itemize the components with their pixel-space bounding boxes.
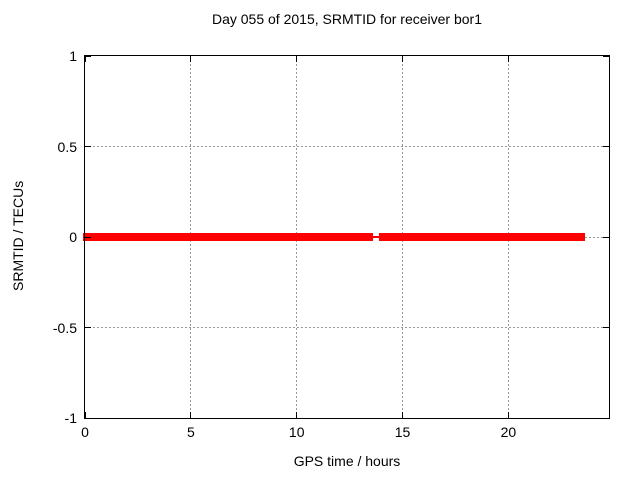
chart-title: Day 055 of 2015, SRMTID for receiver bor… [211, 11, 482, 27]
y-tick-label: -0.5 [52, 319, 77, 336]
x-tick-label: 10 [288, 424, 305, 440]
series-segment [82, 233, 373, 241]
y-tick-label: -1 [64, 410, 77, 426]
x-axis-label: GPS time / hours [293, 453, 401, 469]
y-tick-label: 0 [69, 229, 77, 245]
x-tick-label: 5 [186, 424, 195, 440]
y-tick-label: 0.5 [57, 138, 77, 155]
y-gridline [85, 146, 609, 147]
y-tick-label: 1 [69, 48, 77, 64]
x-tick-label: 20 [500, 424, 517, 440]
plot-area [82, 56, 609, 418]
series-segment [379, 233, 585, 241]
x-tick-label: 0 [81, 424, 89, 440]
x-tick-label: 15 [394, 424, 411, 440]
y-gridline [85, 327, 609, 328]
